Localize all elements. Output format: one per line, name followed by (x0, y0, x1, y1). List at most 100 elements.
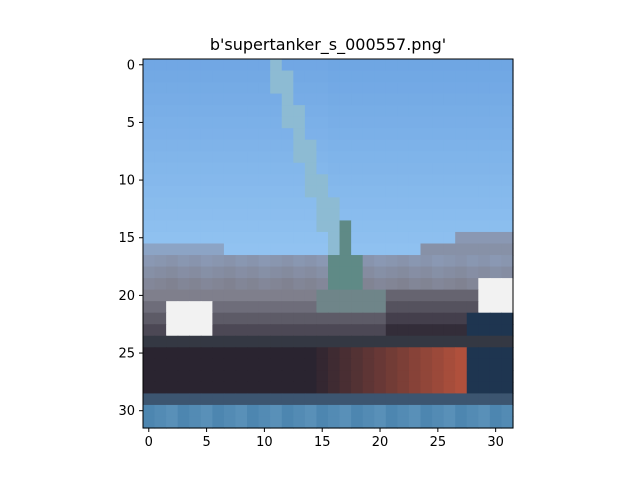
pixel-cell (501, 312, 514, 325)
pixel-cell (154, 220, 167, 233)
pixel-cell (432, 70, 445, 83)
pixel-cell (501, 231, 514, 245)
pixel-cell (408, 358, 422, 371)
pixel-cell (154, 82, 167, 95)
pixel-cell (212, 185, 225, 198)
pixel-cell (304, 93, 318, 106)
pixel-cell (281, 93, 294, 106)
pixel-cell (143, 243, 156, 256)
pixel-cell (316, 370, 329, 383)
pixel-cell (247, 393, 260, 406)
pixel-cell (408, 128, 422, 141)
pixel-cell (397, 197, 410, 210)
pixel-cell (374, 335, 387, 348)
pixel-cell (293, 347, 306, 360)
pixel-cell (166, 93, 179, 106)
pixel-cell (143, 370, 156, 383)
pixel-cell (212, 59, 225, 72)
pixel-cell (443, 220, 456, 233)
pixel-cell (166, 208, 179, 222)
pixel-cell (143, 278, 156, 291)
pixel-cell (432, 185, 445, 198)
pixel-cell (408, 151, 422, 164)
pixel-cell (189, 266, 202, 279)
pixel-cell (212, 231, 225, 245)
pixel-cell (154, 197, 167, 210)
pixel-cell (304, 197, 318, 210)
pixel-cell (293, 151, 306, 164)
pixel-cell (293, 312, 306, 325)
x-tick-label: 0 (145, 435, 153, 450)
pixel-cell (351, 416, 364, 429)
pixel-cell (143, 105, 156, 118)
pixel-cell (478, 208, 491, 222)
pixel-cell (385, 358, 398, 371)
pixel-cell (212, 324, 225, 337)
pixel-cell (281, 312, 294, 325)
pixel-cell (293, 301, 306, 314)
pixel-cell (397, 70, 410, 83)
pixel-cell (293, 335, 306, 348)
pixel-cell (143, 82, 156, 95)
pixel-cell (397, 105, 410, 118)
pixel-cell (432, 208, 445, 222)
pixel-cell (281, 335, 294, 348)
pixel-cell (281, 381, 294, 395)
pixel-cell (362, 324, 375, 337)
pixel-cell (154, 174, 167, 187)
pixel-cell (270, 347, 283, 360)
pixel-cell (166, 324, 179, 337)
pixel-cell (177, 59, 190, 72)
pixel-cell (304, 289, 318, 302)
pixel-cell (489, 416, 503, 429)
pixel-cell (466, 162, 479, 175)
pixel-cell (189, 93, 202, 106)
pixel-cell (166, 174, 179, 187)
pixel-cell (489, 404, 503, 418)
pixel-cell (466, 59, 479, 72)
pixel-cell (247, 312, 260, 325)
pixel-cell (501, 185, 514, 198)
pixel-cell (212, 139, 225, 152)
pixel-cell (339, 162, 352, 175)
pixel-cell (293, 82, 306, 95)
pixel-image (143, 59, 514, 429)
pixel-cell (304, 139, 318, 152)
pixel-cell (154, 105, 167, 118)
pixel-cell (270, 301, 283, 314)
pixel-cell (362, 93, 375, 106)
pixel-cell (420, 59, 433, 72)
pixel-cell (200, 208, 213, 222)
pixel-cell (374, 370, 387, 383)
pixel-cell (408, 393, 422, 406)
pixel-cell (408, 381, 422, 395)
pixel-cell (223, 59, 237, 72)
pixel-cell (420, 381, 433, 395)
pixel-cell (212, 416, 225, 429)
pixel-cell (420, 93, 433, 106)
pixel-cell (455, 116, 468, 129)
pixel-cell (200, 324, 213, 337)
pixel-cell (489, 381, 503, 395)
pixel-cell (501, 404, 514, 418)
pixel-cell (397, 139, 410, 152)
pixel-cell (385, 289, 398, 302)
pixel-cell (304, 231, 318, 245)
pixel-cell (177, 116, 190, 129)
pixel-cell (432, 151, 445, 164)
pixel-cell (177, 335, 190, 348)
pixel-cell (200, 404, 213, 418)
pixel-cell (281, 301, 294, 314)
pixel-cell (143, 208, 156, 222)
pixel-cell (466, 243, 479, 256)
pixel-cell (420, 347, 433, 360)
pixel-cell (385, 370, 398, 383)
pixel-cell (374, 289, 387, 302)
pixel-cell (328, 128, 341, 141)
pixel-cell (166, 231, 179, 245)
pixel-cell (247, 105, 260, 118)
pixel-cell (166, 278, 179, 291)
pixel-cell (374, 381, 387, 395)
pixel-cell (200, 393, 213, 406)
pixel-cell (432, 404, 445, 418)
